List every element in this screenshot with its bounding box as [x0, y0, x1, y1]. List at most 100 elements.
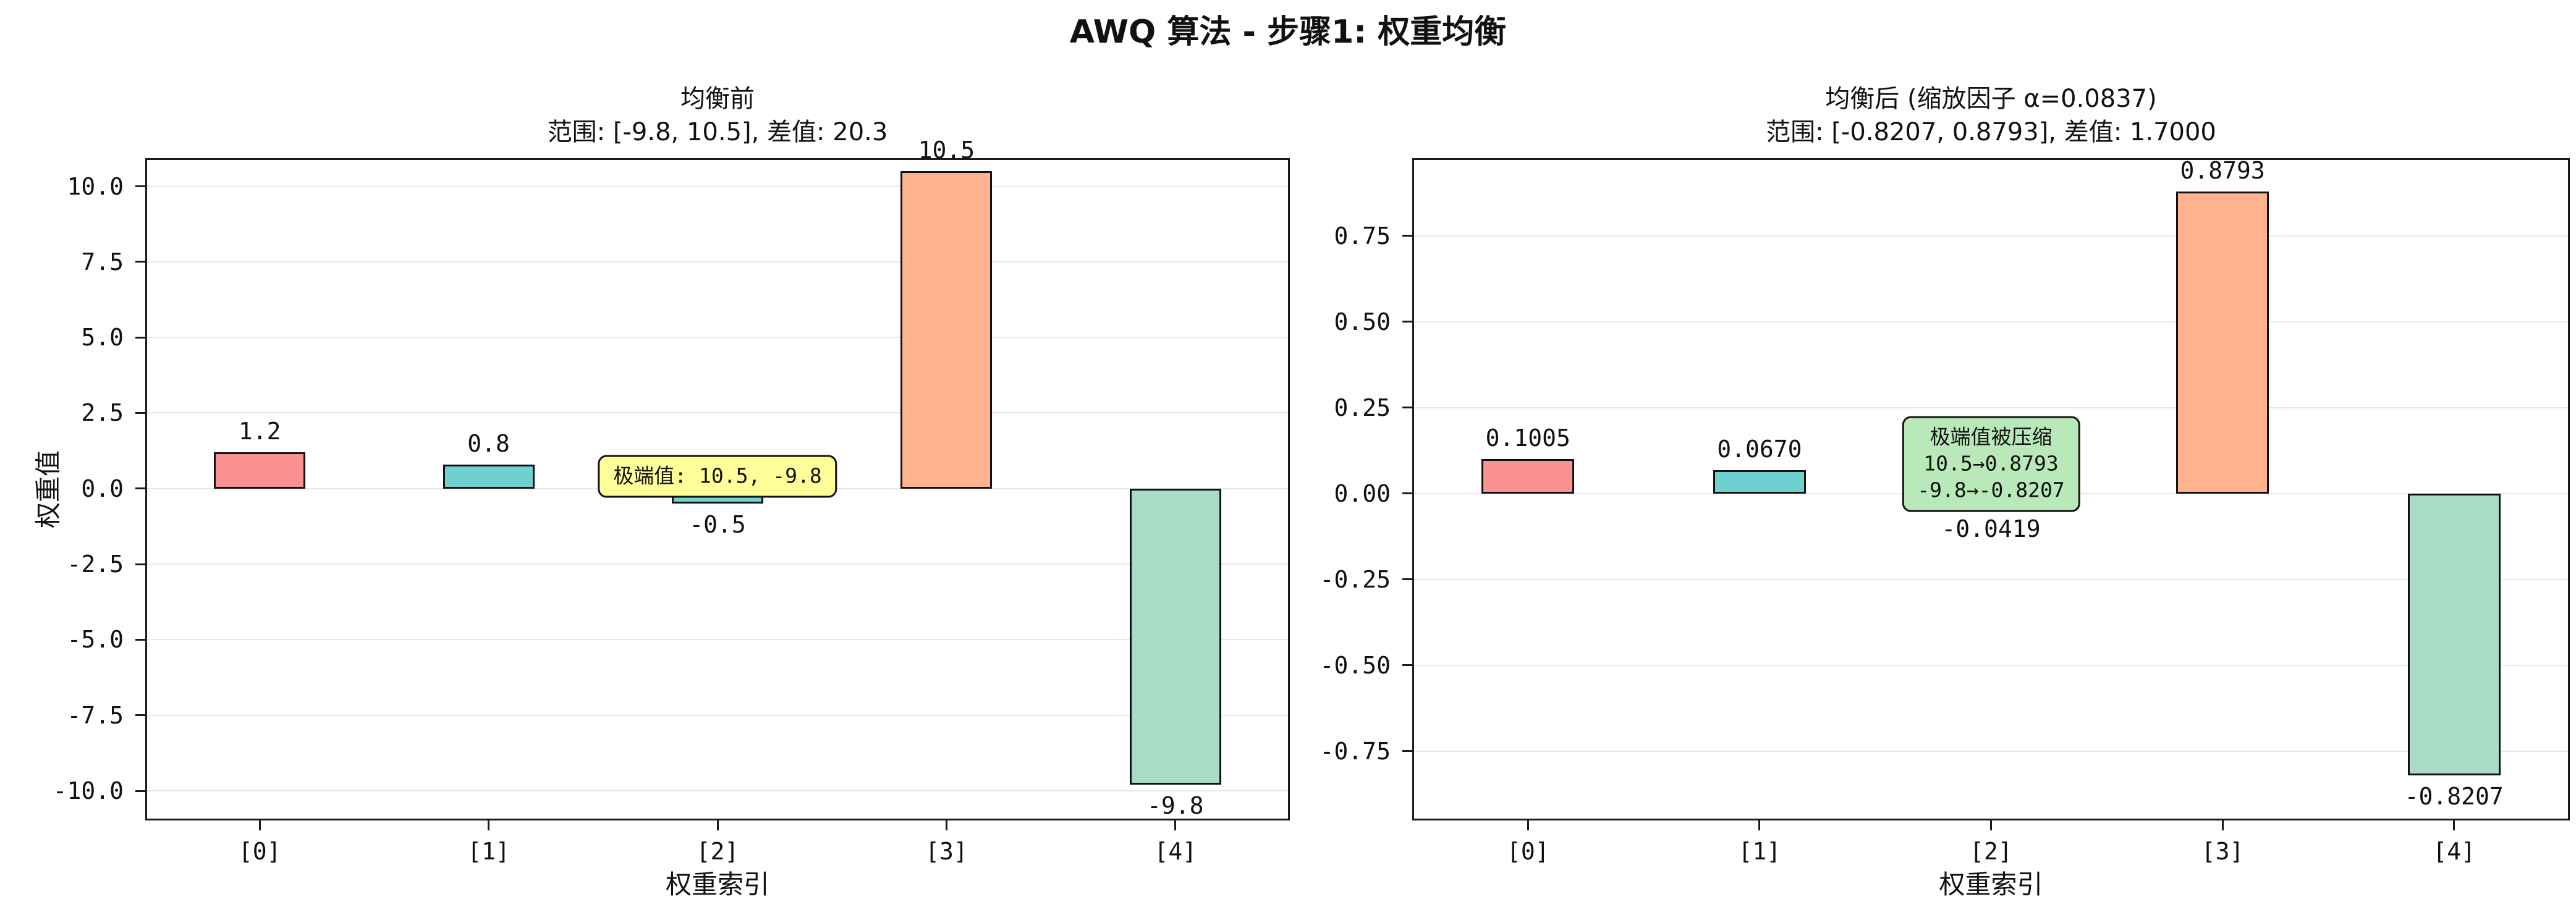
x-tick-mark	[258, 820, 261, 830]
x-tick-mark	[1527, 820, 1529, 830]
y-tick-mark	[1402, 578, 1412, 581]
y-tick-mark	[135, 336, 145, 339]
bar-[3]	[900, 171, 993, 489]
x-tick-label: [2]	[696, 838, 739, 865]
bar-value-label: -0.5	[689, 511, 746, 539]
x-tick-mark	[1990, 820, 1992, 830]
gridline	[145, 185, 1290, 187]
chart-before-subtitle: 范围: [-9.8, 10.5], 差值: 20.3	[547, 118, 888, 146]
y-tick-mark	[135, 714, 145, 717]
x-tick-mark	[2453, 820, 2455, 830]
gridline	[1412, 750, 2570, 752]
annotation-line: 10.5→0.8793	[1923, 451, 2059, 476]
y-tick-mark	[135, 790, 145, 792]
x-tick-mark	[1758, 820, 1761, 830]
bar-[0]	[1481, 458, 1575, 494]
annotation-box: 极端值被压缩 10.5→0.8793 -9.8→-0.8207	[1902, 416, 2080, 512]
gridline	[1412, 664, 2570, 666]
gridline	[145, 337, 1290, 339]
gridline	[145, 790, 1290, 792]
bar-[1]	[443, 464, 535, 489]
annotation-line: 极端值被压缩	[1930, 425, 2053, 450]
y-tick-mark	[135, 411, 145, 414]
gridline	[145, 261, 1290, 263]
annotation-box: 极端值: 10.5, -9.8	[598, 455, 837, 498]
y-tick-label: -7.5	[67, 701, 124, 729]
bar-value-label: 0.8	[467, 429, 510, 457]
y-tick-mark	[1402, 321, 1412, 323]
gridline	[1412, 321, 2570, 323]
annotation-line: 极端值: 10.5, -9.8	[613, 463, 822, 488]
plot-area-1	[1412, 158, 2570, 820]
figure-title: AWQ 算法 - 步骤1: 权重均衡	[1069, 14, 1507, 51]
bar-[1]	[1713, 470, 1806, 494]
gridline	[1412, 578, 2570, 580]
x-tick-label: [0]	[1506, 838, 1549, 865]
plot-area-0	[145, 158, 1290, 820]
y-tick-mark	[1402, 407, 1412, 409]
bar-value-label: -9.8	[1147, 792, 1204, 820]
x-tick-mark	[945, 820, 947, 830]
x-tick-mark	[488, 820, 490, 830]
x-tick-label: [1]	[467, 838, 510, 865]
bar-value-label: -0.0419	[1941, 515, 2041, 542]
y-tick-label: 0.0	[81, 474, 124, 502]
y-tick-mark	[1402, 750, 1412, 753]
annotation-line: -9.8→-0.8207	[1917, 478, 2065, 502]
gridline	[1412, 407, 2570, 408]
bar-[3]	[2176, 191, 2269, 494]
y-tick-label: -0.50	[1320, 651, 1391, 679]
y-tick-label: 0.75	[1334, 222, 1391, 250]
y-tick-label: 7.5	[81, 248, 124, 276]
bar-[4]	[2407, 493, 2501, 775]
x-tick-mark	[1174, 820, 1177, 830]
gridline	[1412, 235, 2570, 237]
x-tick-label: [3]	[2201, 838, 2244, 865]
bar-value-label: -0.8207	[2404, 782, 2504, 810]
bar-[0]	[214, 452, 306, 489]
y-tick-label: -2.5	[67, 550, 124, 578]
y-tick-label: 0.25	[1334, 394, 1391, 421]
gridline	[145, 714, 1290, 716]
y-tick-label: -10.0	[53, 777, 124, 805]
bar-value-label: 0.1005	[1485, 424, 1570, 452]
y-tick-label: 10.0	[67, 172, 124, 200]
bar-value-label: 0.8793	[2180, 156, 2265, 184]
bar-value-label: 10.5	[918, 137, 975, 164]
x-tick-label: [1]	[1738, 838, 1781, 865]
gridline	[145, 639, 1290, 641]
y-tick-mark	[135, 261, 145, 263]
y-tick-mark	[1402, 492, 1412, 495]
x-tick-label: [4]	[1154, 838, 1197, 865]
y-tick-mark	[135, 487, 145, 490]
y-tick-label: -5.0	[67, 626, 124, 654]
y-tick-label: 2.5	[81, 399, 124, 427]
x-tick-label: [2]	[1970, 838, 2012, 865]
x-tick-label: [3]	[925, 838, 968, 865]
x-tick-label: [0]	[238, 838, 281, 865]
y-tick-label: -0.25	[1320, 565, 1391, 593]
chart-after-subtitle: 范围: [-0.8207, 0.8793], 差值: 1.7000	[1766, 118, 2216, 146]
y-tick-label: 5.0	[81, 324, 124, 352]
x-tick-mark	[716, 820, 719, 830]
gridline	[145, 563, 1290, 565]
y-tick-mark	[1402, 664, 1412, 667]
y-tick-label: 0.00	[1334, 479, 1391, 507]
bar-value-label: 0.0670	[1717, 436, 1802, 463]
y-tick-mark	[135, 563, 145, 565]
bar-[4]	[1129, 488, 1221, 785]
chart-after-title: 均衡后 (缩放因子 α=0.0837)	[1825, 85, 2157, 113]
y-tick-label: -0.75	[1320, 737, 1391, 765]
bar-value-label: 1.2	[238, 418, 281, 445]
x-tick-label: [4]	[2433, 838, 2475, 865]
y-tick-mark	[135, 185, 145, 187]
y-tick-label: 0.50	[1334, 308, 1391, 335]
x-tick-mark	[2221, 820, 2224, 830]
y-tick-mark	[1402, 235, 1412, 237]
gridline	[145, 412, 1290, 414]
y-tick-mark	[135, 638, 145, 641]
x-axis-label-after: 权重索引	[1939, 869, 2043, 900]
x-axis-label-before: 权重索引	[665, 869, 769, 900]
chart-before-title: 均衡前	[680, 85, 755, 113]
